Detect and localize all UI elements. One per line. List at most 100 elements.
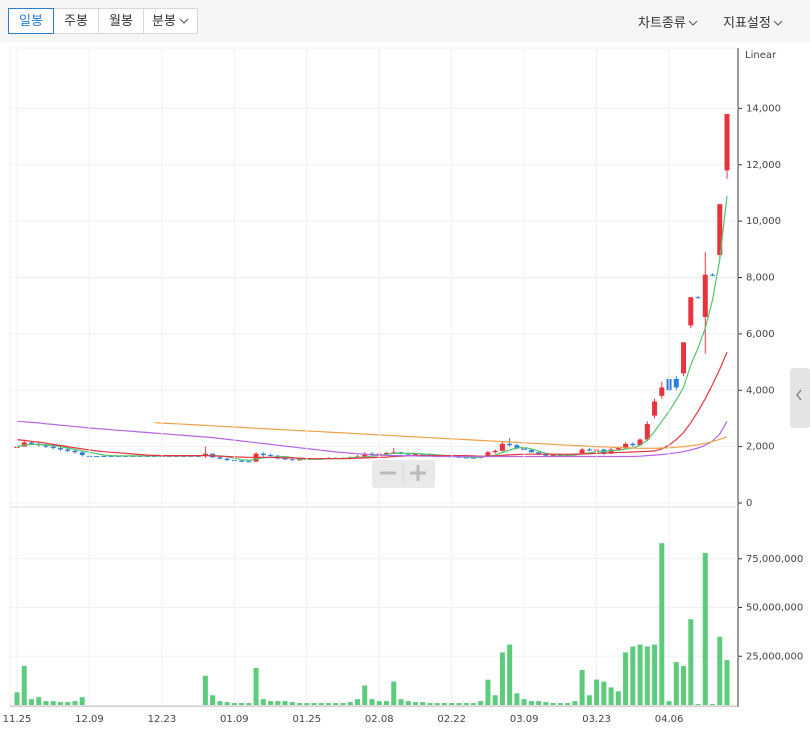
volume-bar — [246, 703, 252, 705]
volume-bar — [79, 697, 85, 705]
volume-bar — [65, 702, 71, 705]
volume-bar — [275, 701, 281, 705]
menu[interactable]: 지표설정 — [723, 12, 783, 31]
candle-body — [224, 458, 230, 461]
ma-line — [154, 422, 728, 449]
volume-bar — [50, 701, 56, 705]
volume-bar — [441, 703, 447, 705]
period-button[interactable]: 월봉 — [98, 8, 144, 34]
volume-bar — [420, 702, 426, 705]
volume-bar — [710, 704, 716, 705]
zoom-control[interactable] — [372, 460, 435, 488]
candle-body — [695, 297, 701, 299]
volume-bar — [72, 701, 78, 705]
ma-line — [16, 195, 728, 462]
volume-bar — [543, 702, 549, 705]
candle-body — [94, 455, 100, 457]
volume-bar — [478, 701, 484, 705]
candle-body — [724, 114, 730, 171]
volume-bar — [231, 703, 237, 705]
volume-bar — [702, 552, 708, 705]
volume-bar — [253, 667, 259, 705]
volume-bar — [557, 703, 563, 705]
volume-bar — [499, 652, 505, 705]
volume-bar — [724, 660, 730, 705]
period-button[interactable]: 분봉 — [143, 8, 198, 34]
volume-bar — [623, 652, 629, 705]
candle-body — [608, 449, 614, 454]
volume-bar — [391, 681, 397, 705]
candle-body — [485, 452, 491, 457]
y-tick-label: 14,000 — [746, 103, 781, 114]
period-button[interactable]: 일봉 — [8, 8, 54, 34]
candle-body — [717, 204, 723, 255]
y-tick-label: 6,000 — [746, 329, 775, 340]
volume-bar — [666, 701, 672, 705]
candle-body — [579, 449, 585, 454]
candle-body — [615, 448, 621, 450]
volume-bar — [239, 703, 245, 705]
candle-body — [79, 452, 85, 456]
x-tick-label: 12.23 — [148, 714, 177, 725]
candle-body — [43, 445, 49, 447]
candle-body — [246, 461, 252, 463]
candle-body — [681, 342, 687, 374]
volume-bar — [673, 662, 679, 705]
volume-bar — [507, 644, 513, 705]
volume-bar — [608, 687, 614, 705]
volume-bar — [681, 666, 687, 705]
candle-body — [543, 454, 549, 456]
candle-body — [282, 458, 288, 460]
volume-bar — [434, 703, 440, 705]
volume-bar — [217, 701, 223, 705]
candle-body — [50, 446, 56, 449]
candle-body — [72, 450, 78, 453]
x-tick-label: 01.09 — [220, 714, 249, 725]
candle-body — [297, 459, 303, 461]
volume-bar — [224, 702, 230, 705]
volume-bar — [376, 701, 382, 705]
volume-bar — [282, 701, 288, 705]
candle-body — [463, 457, 469, 459]
candle-body — [383, 452, 389, 454]
candle-body — [362, 453, 368, 457]
candle-body — [355, 456, 361, 458]
menu[interactable]: 차트종류 — [638, 12, 698, 31]
volume-bar — [355, 699, 361, 705]
volume-bar — [688, 619, 694, 705]
y-tick-label: 8,000 — [746, 273, 775, 284]
candle-body — [659, 387, 665, 396]
candle-body — [637, 439, 643, 446]
candle-body — [536, 452, 542, 455]
volume-bar — [594, 679, 600, 705]
volume-bar — [340, 703, 346, 705]
volume-bar — [550, 703, 556, 705]
volume-bar — [572, 701, 578, 705]
period-button[interactable]: 주봉 — [53, 8, 99, 34]
candle-body — [202, 453, 208, 456]
dropdown-icon — [179, 18, 189, 24]
y-tick-label: 10,000 — [746, 216, 781, 227]
dropdown-icon — [688, 20, 698, 26]
candle-body — [101, 455, 107, 457]
volume-bar — [637, 644, 643, 705]
candle-body — [405, 453, 411, 455]
candle-body — [702, 274, 708, 317]
x-tick-label: 02.22 — [437, 714, 466, 725]
y-tick-label: 2,000 — [746, 442, 775, 453]
volume-bar — [586, 695, 592, 705]
candle-body — [710, 274, 716, 276]
y-tick-label: 25,000,000 — [746, 651, 803, 662]
volume-bar — [36, 697, 42, 705]
candle-body — [28, 442, 34, 444]
period-label: 분봉 — [152, 14, 176, 29]
volume-bar — [717, 636, 723, 705]
candle-body — [108, 455, 114, 457]
volume-bar — [659, 543, 665, 705]
volume-bar — [601, 681, 607, 705]
period-label: 주봉 — [64, 14, 88, 29]
candle-body — [528, 450, 534, 453]
volume-bar — [528, 701, 534, 705]
